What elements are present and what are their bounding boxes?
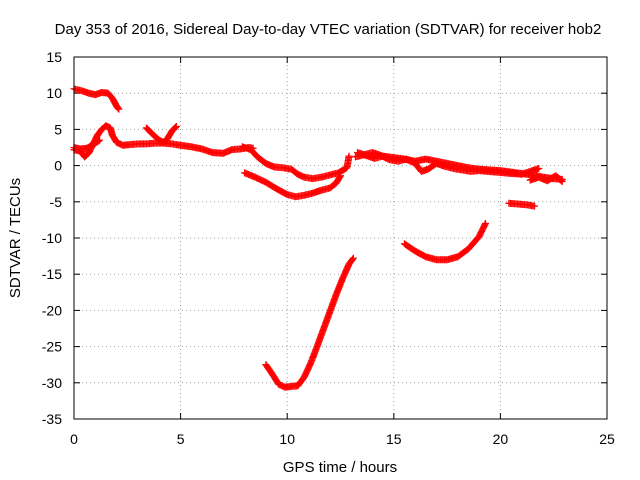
- series-arc-5: [238, 143, 353, 183]
- data-point: [348, 255, 356, 263]
- y-tick-label: -5: [50, 194, 63, 210]
- data-point: [557, 177, 565, 185]
- data-point: [115, 105, 123, 113]
- data-point: [114, 104, 122, 112]
- y-tick-label: -30: [42, 375, 62, 391]
- y-tick-label: -35: [42, 411, 62, 427]
- x-tick-label: 25: [599, 431, 615, 447]
- y-tick-label: 5: [54, 121, 62, 137]
- axis-ticks: 0 5 10 15 20 25 -35 -30 -25 -20 -15 -10 -5 0 5 10 15: [42, 49, 615, 447]
- series-arc-10: [526, 172, 566, 186]
- data-point: [171, 123, 179, 131]
- grid: [74, 57, 607, 419]
- y-tick-label: 0: [54, 158, 62, 174]
- data-point: [337, 172, 344, 180]
- x-tick-label: 5: [177, 431, 185, 447]
- series-arc-11: [400, 220, 489, 264]
- series-arc-12: [505, 199, 539, 210]
- data-point: [95, 137, 103, 145]
- data-point: [96, 136, 104, 144]
- data-point: [336, 173, 344, 181]
- y-tick-label: -20: [42, 302, 62, 318]
- data-point: [345, 152, 353, 160]
- data-point: [481, 220, 489, 228]
- series-arc-7: [262, 254, 357, 391]
- chart-title: Day 353 of 2016, Sidereal Day-to-day VTE…: [55, 21, 602, 38]
- y-tick-label: 15: [46, 49, 62, 65]
- data-point: [172, 123, 180, 131]
- series-arc-3: [142, 123, 180, 146]
- y-tick-label: -25: [42, 339, 62, 355]
- y-tick-label: -15: [42, 266, 62, 282]
- data-series: [70, 85, 566, 391]
- data-point: [535, 164, 543, 172]
- series-arc-6: [241, 169, 344, 201]
- data-point: [558, 178, 566, 186]
- series-arc-1: [70, 85, 123, 113]
- data-point: [531, 202, 539, 210]
- data-point: [349, 254, 357, 262]
- x-tick-label: 20: [493, 431, 509, 447]
- x-tick-label: 0: [70, 431, 78, 447]
- y-tick-label: -10: [42, 230, 62, 246]
- x-tick-label: 10: [279, 431, 295, 447]
- y-tick-label: 10: [46, 85, 62, 101]
- x-axis-label: GPS time / hours: [283, 459, 397, 476]
- y-axis-label: SDTVAR / TECUs: [7, 178, 24, 298]
- plot-frame: [73, 56, 608, 420]
- x-tick-label: 15: [386, 431, 402, 447]
- series-arc-9: [351, 149, 543, 178]
